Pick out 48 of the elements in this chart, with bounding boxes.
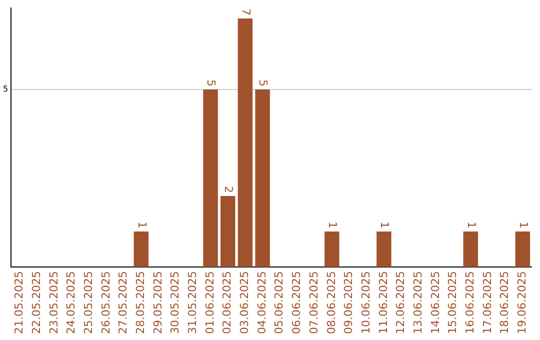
x-tick-label: 08.06.2025	[324, 271, 338, 334]
bar	[324, 232, 340, 268]
x-tick-label: 23.05.2025	[47, 271, 60, 334]
x-tick-label: 05.06.2025	[272, 271, 286, 334]
x-tick-label: 06.06.2025	[290, 271, 304, 334]
data-label: 2	[222, 186, 235, 193]
bar	[220, 196, 236, 268]
x-tick-label: 19.06.2025	[516, 271, 529, 334]
bar	[463, 232, 478, 268]
data-label: 1	[464, 222, 478, 229]
x-tick-label: 22.05.2025	[30, 271, 43, 334]
bar	[134, 232, 149, 268]
x-tick-label: 01.06.2025	[203, 271, 216, 334]
bar	[203, 89, 218, 268]
data-label: 1	[516, 222, 530, 229]
data-label: 5	[204, 79, 218, 86]
data-label: 1	[326, 222, 340, 229]
x-tick-label: 15.06.2025	[446, 271, 460, 334]
x-tick-label: 18.06.2025	[498, 271, 512, 334]
data-label: 7	[239, 8, 252, 16]
x-tick-label: 12.06.2025	[394, 271, 408, 334]
bar	[515, 232, 530, 268]
x-tick-label: 10.06.2025	[359, 271, 372, 334]
x-tick-label: 09.06.2025	[342, 271, 356, 334]
x-tick-label: 29.05.2025	[151, 271, 164, 334]
x-tick-label: 28.05.2025	[134, 271, 148, 334]
x-tick-label: 30.05.2025	[168, 271, 182, 334]
x-tick-label: 11.06.2025	[376, 271, 390, 334]
x-tick-label: 26.05.2025	[99, 271, 112, 334]
x-tick-label: 31.05.2025	[186, 271, 200, 334]
data-label: 5	[256, 79, 270, 86]
x-tick-label: 04.06.2025	[255, 271, 268, 334]
bar	[255, 89, 270, 268]
x-tick-label: 14.06.2025	[428, 271, 442, 334]
x-tick-label: 25.05.2025	[82, 271, 95, 334]
x-tick-label: 17.06.2025	[480, 271, 494, 334]
data-label: 1	[378, 222, 392, 229]
x-tick-label: 21.05.2025	[12, 271, 26, 334]
x-tick-label: 13.06.2025	[411, 271, 424, 334]
x-tick-label: 02.06.2025	[220, 271, 234, 334]
x-tick-label: 24.05.2025	[64, 271, 78, 334]
x-tick-label: 07.06.2025	[307, 271, 320, 334]
x-tick-label: 16.06.2025	[464, 271, 476, 334]
x-tick-label: 03.06.2025	[238, 271, 252, 334]
bar	[238, 18, 253, 268]
bar	[376, 232, 392, 268]
data-label: 1	[135, 222, 148, 229]
x-tick-label: 27.05.2025	[116, 271, 130, 334]
